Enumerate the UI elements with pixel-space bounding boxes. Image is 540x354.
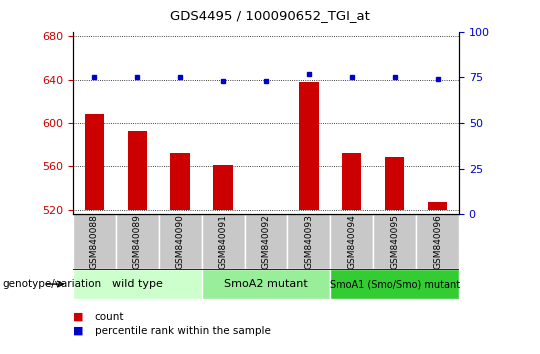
Text: SmoA1 (Smo/Smo) mutant: SmoA1 (Smo/Smo) mutant	[329, 279, 460, 289]
Bar	[373, 214, 416, 269]
Bar	[201, 269, 330, 299]
Bar	[245, 214, 287, 269]
Text: wild type: wild type	[112, 279, 163, 289]
Bar	[116, 214, 159, 269]
Bar	[385, 157, 404, 210]
Text: GDS4495 / 100090652_TGI_at: GDS4495 / 100090652_TGI_at	[170, 9, 370, 22]
Bar	[159, 214, 201, 269]
Text: GSM840094: GSM840094	[347, 214, 356, 269]
Bar	[342, 153, 361, 210]
Bar	[330, 214, 373, 269]
Text: GSM840096: GSM840096	[433, 214, 442, 269]
Text: GSM840089: GSM840089	[133, 214, 141, 269]
Text: ■: ■	[73, 326, 87, 336]
Text: GSM840090: GSM840090	[176, 214, 185, 269]
Text: GSM840093: GSM840093	[305, 214, 313, 269]
Bar	[299, 82, 319, 210]
Text: GSM840092: GSM840092	[261, 214, 271, 269]
Text: SmoA2 mutant: SmoA2 mutant	[224, 279, 308, 289]
Text: GSM840095: GSM840095	[390, 214, 399, 269]
Text: GSM840091: GSM840091	[219, 214, 227, 269]
Bar	[213, 165, 233, 210]
Text: count: count	[94, 312, 124, 322]
Bar	[428, 202, 447, 210]
Text: GSM840088: GSM840088	[90, 214, 99, 269]
Bar	[85, 114, 104, 210]
Bar	[171, 153, 190, 210]
Bar	[73, 269, 201, 299]
Text: genotype/variation: genotype/variation	[3, 279, 102, 289]
Bar	[416, 214, 459, 269]
Text: ■: ■	[73, 312, 87, 322]
Bar	[287, 214, 330, 269]
Bar	[330, 269, 459, 299]
Bar	[201, 214, 245, 269]
Text: percentile rank within the sample: percentile rank within the sample	[94, 326, 271, 336]
Bar	[73, 214, 116, 269]
Bar	[127, 131, 147, 210]
